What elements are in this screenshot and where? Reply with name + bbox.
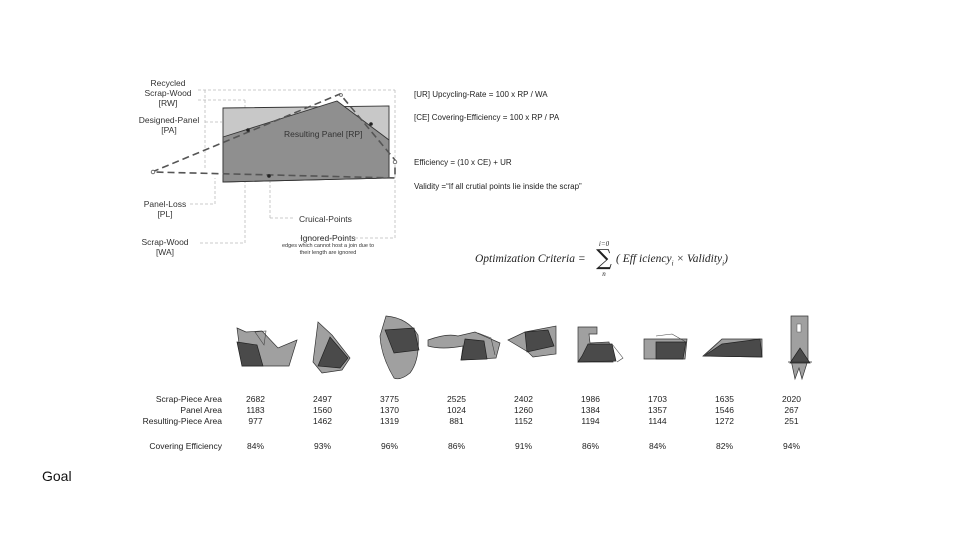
table-cell: 1384 [581, 405, 600, 415]
table-cell: 2402 [514, 394, 533, 404]
table-cell: 2497 [313, 394, 332, 404]
table-cell: 1560 [313, 405, 332, 415]
table-cell: 1183 [246, 405, 265, 415]
panel-loss-label: Panel-Loss [PL] [143, 199, 187, 219]
table-row: Panel Area 1183 1560 1370 1024 1260 1384… [134, 405, 825, 416]
crucial-point [246, 128, 250, 132]
scrap-piece-4 [427, 331, 501, 361]
stats-table: Scrap-Piece Area 2682 2497 3775 2525 240… [134, 394, 825, 452]
table-cell: 1986 [581, 394, 600, 404]
table-cell: 1546 [715, 405, 734, 415]
scrap-wood-label: Scrap-Wood [WA] [141, 237, 189, 257]
covering-efficiency-formula: [CE] Covering-Efficiency = 100 x RP / PA [414, 113, 560, 122]
table-cell: 3775 [380, 394, 399, 404]
table-cell: 94% [782, 441, 800, 451]
table-cell: 1152 [514, 416, 533, 426]
table-cell: 82% [715, 441, 733, 451]
table-cell: 267 [784, 405, 799, 415]
crucial-point [369, 122, 373, 126]
table-cell: 1370 [380, 405, 399, 415]
row-label: Panel Area [180, 405, 222, 415]
recycled-scrap-wood-label: Recycled Scrap-Wood [RW] [144, 78, 192, 108]
table-cell: 1144 [648, 416, 667, 426]
table-row: Resulting-Piece Area 977 1462 1319 881 1… [134, 416, 825, 427]
designed-panel-label: Designed-Panel [PA] [138, 115, 200, 135]
table-cell: 1194 [581, 416, 600, 426]
ignored-point [150, 169, 156, 175]
table-cell: 2682 [246, 394, 265, 404]
criteria-left: Optimization Criteria = [475, 253, 586, 265]
ignored-points-label: Ignored-Points edges which cannot host a… [268, 233, 388, 256]
table-cell: 1703 [648, 394, 667, 404]
table-cell: 1319 [380, 416, 399, 426]
table-cell: 2020 [782, 394, 801, 404]
table-cell: 93% [313, 441, 331, 451]
scrap-piece-5 [507, 325, 557, 358]
table-cell: 251 [784, 416, 799, 426]
crucial-points [246, 122, 373, 178]
ignored-point [339, 93, 343, 97]
table-cell: 2525 [447, 394, 466, 404]
ignored-point [392, 159, 398, 165]
table-spacer-row [134, 427, 825, 441]
scrap-piece-3 [379, 315, 420, 380]
table-row: Scrap-Piece Area 2682 2497 3775 2525 240… [134, 394, 825, 405]
ignored-points-note: edges which cannot host a join due to th… [281, 243, 375, 256]
goal-label: Goal [42, 468, 72, 484]
row-label: Resulting-Piece Area [142, 416, 222, 426]
table-cell: 1024 [447, 405, 466, 415]
ignored-points [150, 93, 398, 175]
table-cell: 86% [581, 441, 599, 451]
table-cell: 1357 [648, 405, 667, 415]
table-cell: 84% [246, 441, 264, 451]
upcycling-rate-formula: [UR] Upcycling-Rate = 100 x RP / WA [414, 90, 548, 99]
crucial-point [267, 174, 271, 178]
table-cell: 977 [248, 416, 263, 426]
table-cell: 1635 [715, 394, 734, 404]
row-label: Scrap-Piece Area [155, 394, 222, 404]
table-cell: 1272 [715, 416, 734, 426]
row-label: Covering Efficiency [149, 441, 222, 451]
scrap-piece-7 [643, 333, 688, 360]
table-cell: 1462 [313, 416, 332, 426]
table-cell: 96% [380, 441, 398, 451]
table-row: Covering Efficiency 84% 93% 96% 86% 91% … [134, 441, 825, 452]
crucial-points-label: Cruical-Points [299, 214, 352, 224]
efficiency-formula: Efficiency = (10 x CE) + UR [414, 158, 512, 167]
resulting-panel-label: Resulting Panel [RP] [284, 129, 363, 139]
table-cell: 881 [449, 416, 464, 426]
table-cell: 84% [648, 441, 666, 451]
validity-formula: Validity =“If all crutial points lie ins… [414, 182, 582, 191]
table-cell: 1260 [514, 405, 533, 415]
scrap-piece-9 [788, 315, 812, 381]
criteria-right: ( Eff iciencyi × Validityi) [616, 253, 728, 268]
scrap-piece-1 [236, 327, 298, 367]
table-cell: 91% [514, 441, 532, 451]
criteria-sum: i=0 ∑ n [596, 240, 612, 278]
scrap-piece-8 [702, 338, 763, 358]
scrap-piece-6 [577, 326, 624, 363]
scrap-piece-2 [312, 321, 351, 374]
table-cell: 86% [447, 441, 465, 451]
